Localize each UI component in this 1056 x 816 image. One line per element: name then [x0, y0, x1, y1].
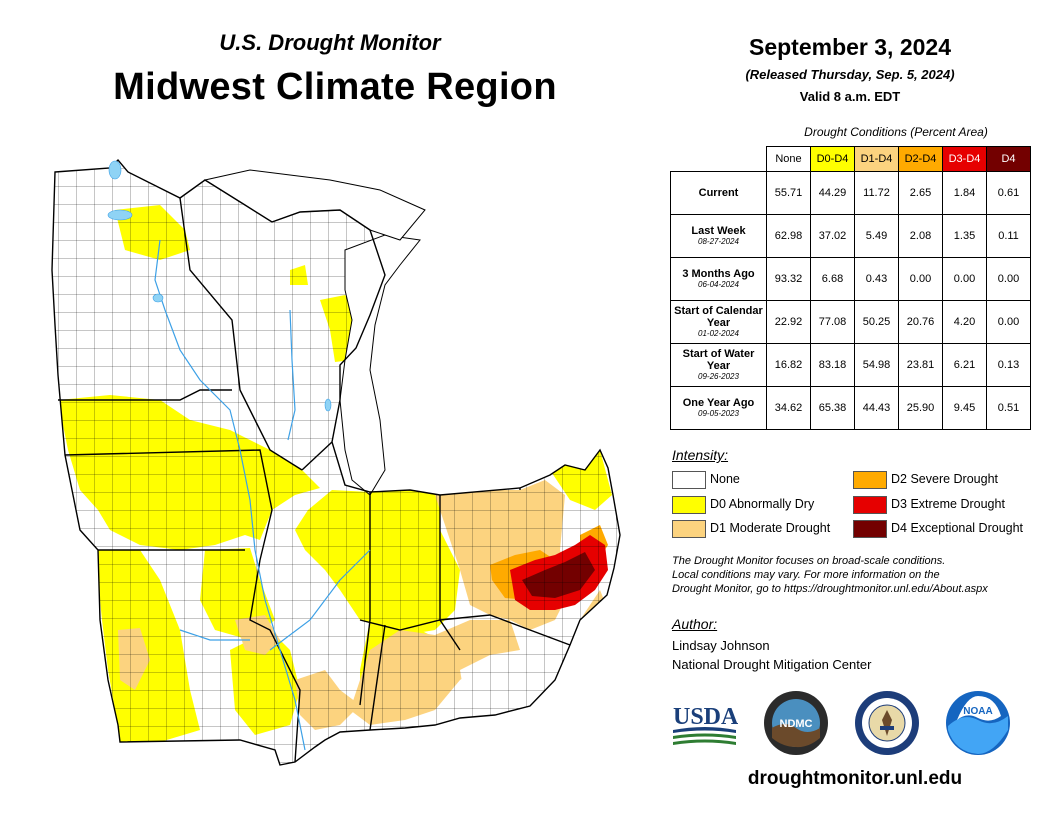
table-cell: 6.21: [942, 343, 987, 387]
legend-label: D1 Moderate Drought: [710, 521, 831, 535]
county-grid: [52, 160, 620, 765]
doc-seal-logo: [855, 691, 919, 755]
legend-label: D4 Exceptional Drought: [891, 521, 1024, 535]
table-cell: 44.29: [810, 171, 855, 215]
col-d3-d4: D3-D4: [942, 146, 987, 172]
table-row: One Year Ago 09-05-2023 34.62 65.38 44.43…: [670, 386, 1031, 430]
table-cell: 4.20: [942, 300, 987, 344]
release-date: (Released Thursday, Sep. 5, 2024): [745, 67, 955, 82]
table-cell: 0.00: [986, 300, 1031, 344]
legend-label: D3 Extreme Drought: [891, 497, 1005, 511]
footer-url[interactable]: droughtmonitor.unl.edu: [747, 768, 963, 789]
table-row: Start of Calendar Year 01-02-2024 22.92 7…: [670, 300, 1031, 344]
legend-swatch-d4: [853, 520, 887, 538]
disclaimer-note: The Drought Monitor focuses on broad-sca…: [672, 555, 988, 595]
table-caption: Drought Conditions (Percent Area): [804, 125, 988, 139]
drought-map: [51, 158, 621, 766]
col-d1-d4: D1-D4: [854, 146, 899, 172]
map-title: Midwest Climate Region: [113, 66, 557, 108]
legend-swatch-d0: [672, 496, 706, 514]
table-row: Current 55.71 44.29 11.72 2.65 1.84 0.61: [670, 171, 1031, 215]
table-cell: 65.38: [810, 386, 855, 430]
table-cell: 0.00: [986, 257, 1031, 301]
table-cell: 25.90: [898, 386, 943, 430]
row-label: Last Week 08-27-2024: [670, 214, 767, 258]
table-cell: 34.62: [766, 386, 811, 430]
row-label: One Year Ago 09-05-2023: [670, 386, 767, 430]
table-cell: 5.49: [854, 214, 899, 258]
table-cell: 37.02: [810, 214, 855, 258]
legend-label: D0 Abnormally Dry: [710, 497, 815, 511]
table-row: Start of Water Year 09-26-2023 16.82 83.1…: [670, 343, 1031, 387]
table-cell: 16.82: [766, 343, 811, 387]
drought-stats-table: None D0-D4 D1-D4 D2-D4 D3-D4 D4 Current …: [670, 146, 1031, 430]
table-cell: 83.18: [810, 343, 855, 387]
table-cell: 62.98: [766, 214, 811, 258]
author-heading: Author:: [672, 616, 718, 632]
legend-title: Intensity:: [672, 447, 729, 463]
rivers: [154, 239, 371, 751]
table-cell: 1.84: [942, 171, 987, 215]
usda-logo: USDA: [673, 704, 738, 745]
author-name: Lindsay Johnson: [672, 638, 770, 653]
legend-swatch-d3: [853, 496, 887, 514]
table-cell: 0.43: [854, 257, 899, 301]
table-cell: 44.43: [854, 386, 899, 430]
svg-text:USDA: USDA: [673, 704, 738, 730]
svg-text:NOAA: NOAA: [963, 706, 992, 717]
author-org: National Drought Mitigation Center: [672, 657, 872, 672]
ndmc-logo: NDMC: [764, 691, 828, 755]
table-cell: 0.00: [942, 257, 987, 301]
table-cell: 50.25: [854, 300, 899, 344]
table-cell: 0.13: [986, 343, 1031, 387]
row-label: Start of Calendar Year 01-02-2024: [670, 300, 767, 344]
legend-label: D2 Severe Drought: [891, 472, 999, 486]
map-date: September 3, 2024: [748, 34, 951, 60]
small-lakes: [107, 160, 332, 412]
table-cell: 6.68: [810, 257, 855, 301]
table-cell: 11.72: [854, 171, 899, 215]
table-cell: 20.76: [898, 300, 943, 344]
valid-time: Valid 8 a.m. EDT: [799, 89, 901, 104]
table-cell: 0.00: [898, 257, 943, 301]
table-cell: 22.92: [766, 300, 811, 344]
table-cell: 2.65: [898, 171, 943, 215]
table-cell: 9.45: [942, 386, 987, 430]
col-none: None: [766, 146, 811, 172]
table-cell: 55.71: [766, 171, 811, 215]
table-cell: 54.98: [854, 343, 899, 387]
table-cell: 23.81: [898, 343, 943, 387]
table-cell: 1.35: [942, 214, 987, 258]
row-label: Start of Water Year 09-26-2023: [670, 343, 767, 387]
svg-text:NDMC: NDMC: [780, 718, 813, 730]
col-d2-d4: D2-D4: [898, 146, 943, 172]
legend-swatch-d1: [672, 520, 706, 538]
col-d0-d4: D0-D4: [810, 146, 855, 172]
col-d4: D4: [986, 146, 1031, 172]
table-cell: 0.51: [986, 386, 1031, 430]
table-cell: 77.08: [810, 300, 855, 344]
lake-michigan: [339, 234, 421, 496]
table-cell: 2.08: [898, 214, 943, 258]
table-cell: 0.61: [986, 171, 1031, 215]
table-cell: 93.32: [766, 257, 811, 301]
legend-swatch-none: [672, 471, 706, 489]
row-label: 3 Months Ago 06-04-2024: [670, 257, 767, 301]
noaa-logo: NOAA: [946, 691, 1010, 755]
legend-label: None: [710, 472, 740, 486]
table-cell: 0.11: [986, 214, 1031, 258]
map-subtitle: U.S. Drought Monitor: [219, 30, 441, 55]
row-label: Current: [670, 171, 767, 215]
table-row: 3 Months Ago 06-04-2024 93.32 6.68 0.43 0…: [670, 257, 1031, 301]
legend-swatch-d2: [853, 471, 887, 489]
table-row: Last Week 08-27-2024 62.98 37.02 5.49 2.0…: [670, 214, 1031, 258]
